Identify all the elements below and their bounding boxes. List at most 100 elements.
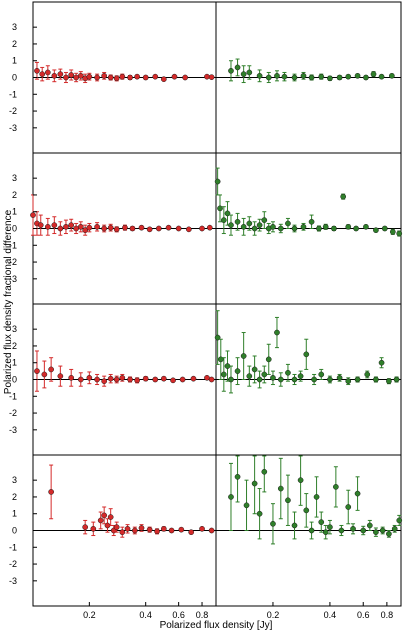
y-tick-label: 1 bbox=[12, 358, 17, 368]
data-point bbox=[170, 377, 176, 384]
data-point bbox=[208, 376, 215, 383]
data-point bbox=[331, 225, 337, 232]
y-tick-label: 3 bbox=[12, 173, 17, 183]
y-tick-label: 2 bbox=[12, 492, 17, 502]
data-point bbox=[373, 227, 379, 234]
data-point bbox=[182, 74, 189, 81]
data-point bbox=[354, 72, 361, 79]
data-point bbox=[345, 73, 352, 80]
data-point bbox=[48, 489, 54, 495]
data-point bbox=[127, 376, 133, 383]
y-tick-label: 0 bbox=[12, 73, 17, 83]
y-tick-label: -3 bbox=[9, 274, 17, 284]
data-point bbox=[57, 373, 64, 379]
data-point bbox=[363, 223, 369, 230]
y-tick-label: 2 bbox=[12, 190, 17, 200]
x-tick-label: 0.8 bbox=[196, 610, 209, 620]
data-point bbox=[327, 524, 333, 530]
data-point bbox=[146, 526, 153, 533]
data-point bbox=[168, 527, 175, 534]
data-point bbox=[77, 72, 84, 79]
data-point bbox=[107, 514, 114, 520]
data-point bbox=[277, 225, 284, 232]
data-point bbox=[63, 74, 69, 81]
y-tick-label: 1 bbox=[12, 56, 17, 66]
y-tick-label: 2 bbox=[12, 39, 17, 49]
data-point bbox=[389, 72, 395, 79]
data-point bbox=[77, 223, 84, 230]
data-point bbox=[152, 73, 159, 80]
x-tick-label: 0.4 bbox=[324, 610, 337, 620]
data-point bbox=[363, 74, 369, 81]
data-point bbox=[51, 72, 58, 79]
data-point bbox=[44, 223, 51, 230]
data-point bbox=[68, 72, 75, 78]
y-tick-label: 3 bbox=[12, 22, 17, 32]
data-point bbox=[303, 351, 310, 358]
data-point bbox=[37, 222, 44, 228]
data-point bbox=[240, 223, 247, 230]
data-point bbox=[97, 517, 104, 524]
data-point bbox=[48, 366, 54, 373]
data-point bbox=[77, 376, 84, 383]
data-point bbox=[113, 524, 120, 530]
data-point bbox=[94, 223, 100, 230]
data-point bbox=[340, 193, 347, 200]
data-point bbox=[208, 527, 215, 534]
axis-ticks: 3 2 1 0 -1 -2 -3 3 2 1 0 -1 -2 -3 3 2 1 0 -1 -2 -3 3 2 1 0 -1 -2 -3… bbox=[9, 22, 393, 620]
y-tick-label: 2 bbox=[12, 341, 17, 351]
data-point bbox=[160, 525, 167, 532]
data-point bbox=[256, 510, 263, 517]
data-point bbox=[68, 222, 75, 228]
y-tick-label: -1 bbox=[9, 240, 17, 250]
data-point bbox=[270, 374, 276, 381]
y-tick-label: -1 bbox=[9, 89, 17, 99]
data-point bbox=[318, 73, 325, 80]
x-tick-label: 0.2 bbox=[267, 610, 280, 620]
data-point bbox=[185, 226, 192, 233]
data-point bbox=[127, 74, 133, 81]
data-point bbox=[364, 371, 371, 378]
y-tick-label: 0 bbox=[12, 224, 17, 234]
data-point bbox=[336, 74, 343, 81]
data-point bbox=[311, 376, 317, 383]
data-point bbox=[165, 224, 172, 231]
panel-frames bbox=[32, 1, 402, 607]
data-point bbox=[246, 69, 253, 76]
data-point bbox=[101, 378, 108, 385]
data-point bbox=[86, 73, 93, 80]
x-tick-label: 0.4 bbox=[139, 610, 152, 620]
data-point bbox=[154, 528, 160, 535]
data-point bbox=[160, 375, 167, 382]
data-point bbox=[240, 71, 247, 77]
data-point bbox=[82, 524, 89, 530]
y-tick-label: 1 bbox=[12, 509, 17, 519]
data-point bbox=[270, 520, 276, 527]
data-point bbox=[134, 377, 140, 384]
y-tick-label: -1 bbox=[9, 542, 17, 552]
data-point bbox=[178, 526, 185, 533]
data-point bbox=[318, 519, 325, 525]
data-point bbox=[228, 376, 234, 383]
data-point bbox=[251, 225, 258, 232]
data-point bbox=[277, 485, 284, 492]
data-point bbox=[57, 225, 64, 232]
data-point bbox=[381, 225, 388, 232]
data-point bbox=[160, 76, 167, 83]
data-point bbox=[291, 522, 298, 529]
x-tick-label: 0.6 bbox=[357, 610, 370, 620]
data-point bbox=[303, 507, 310, 514]
data-point bbox=[234, 473, 241, 480]
data-point bbox=[308, 74, 315, 81]
data-point bbox=[354, 490, 361, 497]
y-tick-label: 0 bbox=[12, 375, 17, 385]
data-point bbox=[308, 218, 315, 225]
data-point bbox=[366, 522, 373, 529]
data-point bbox=[129, 225, 136, 232]
data-point bbox=[155, 225, 162, 232]
data-point bbox=[297, 373, 304, 379]
data-point bbox=[228, 222, 234, 228]
data-point bbox=[274, 329, 280, 336]
data-point bbox=[285, 220, 291, 227]
data-point bbox=[345, 378, 352, 385]
